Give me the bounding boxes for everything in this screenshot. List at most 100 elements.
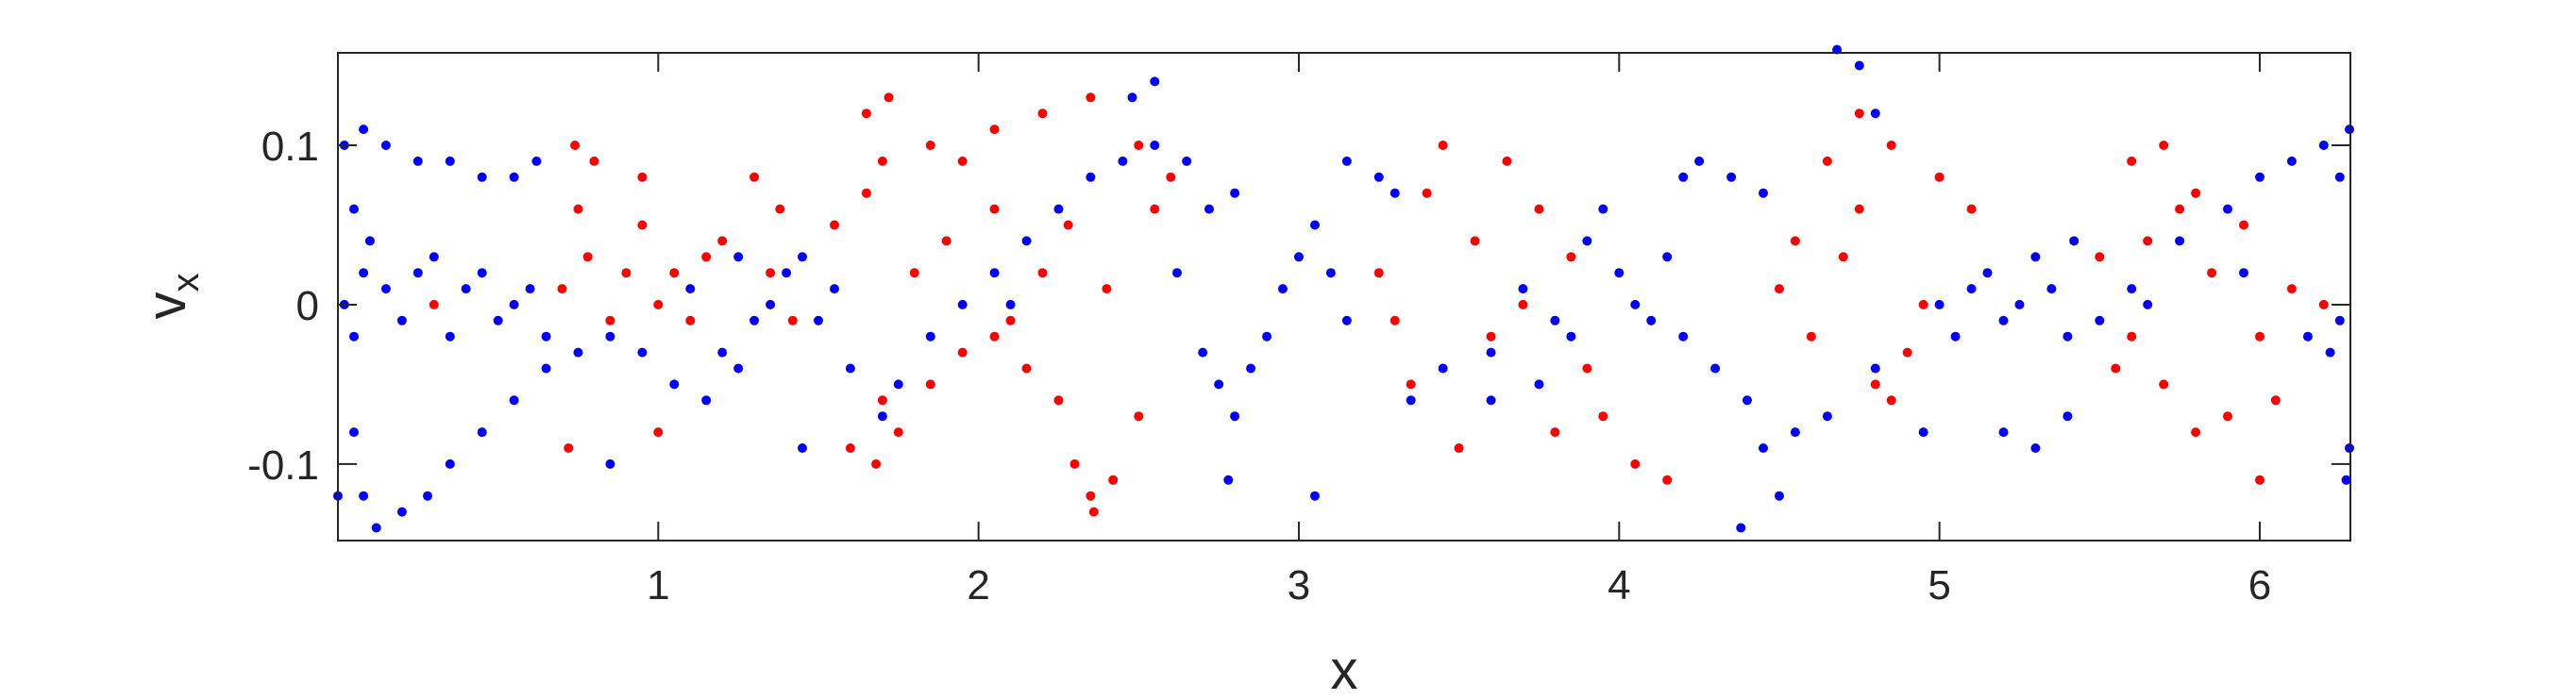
- data-point: [1341, 156, 1352, 166]
- data-point: [845, 443, 855, 453]
- y-axis-label-main: v: [136, 292, 197, 320]
- data-point: [2325, 347, 2335, 358]
- data-point: [1053, 395, 1064, 406]
- x-axis-ticks: 1 2 3 4 5 6: [647, 53, 2271, 608]
- data-point: [589, 156, 599, 166]
- data-point: [1230, 411, 1240, 422]
- data-point: [653, 427, 664, 438]
- data-point: [1710, 363, 1721, 374]
- data-point: [957, 347, 968, 358]
- data-point: [637, 220, 648, 230]
- data-point: [1534, 379, 1544, 390]
- data-point: [749, 315, 760, 325]
- data-point: [1518, 299, 1528, 309]
- data-point: [2286, 156, 2297, 166]
- data-point: [2111, 363, 2121, 374]
- data-point: [380, 141, 391, 150]
- data-point: [685, 315, 696, 325]
- data-point: [412, 268, 423, 278]
- data-point: [582, 252, 593, 262]
- data-point: [1118, 156, 1128, 166]
- data-point: [2014, 299, 2025, 309]
- data-point: [2175, 204, 2185, 214]
- y-axis-label: vx: [136, 274, 207, 320]
- x-tick-label: 3: [1288, 562, 1310, 608]
- data-point: [1486, 331, 1496, 342]
- data-point: [1310, 220, 1320, 230]
- data-point: [1230, 188, 1240, 198]
- data-point: [477, 268, 487, 278]
- data-point: [509, 299, 519, 309]
- data-point: [1310, 491, 1320, 501]
- data-point: [1053, 204, 1064, 214]
- data-point: [1902, 347, 1912, 358]
- data-point: [989, 268, 1000, 278]
- data-point: [1021, 236, 1032, 246]
- data-point: [1278, 284, 1288, 294]
- data-point: [1150, 76, 1160, 87]
- data-point: [2270, 395, 2281, 406]
- x-tick-label: 5: [1928, 562, 1950, 608]
- data-point: [2286, 284, 2297, 294]
- data-point: [1088, 507, 1099, 517]
- data-point: [1294, 252, 1304, 262]
- data-point: [1406, 379, 1416, 390]
- plot-frame: [337, 52, 2351, 542]
- data-point: [989, 331, 1000, 342]
- data-point: [1822, 156, 1832, 166]
- data-point: [1166, 172, 1176, 182]
- data-point: [1726, 172, 1737, 182]
- data-point: [1486, 395, 1496, 406]
- data-point: [877, 395, 887, 406]
- data-point: [1854, 108, 1864, 119]
- data-point: [1982, 268, 1993, 278]
- data-point: [2223, 204, 2232, 214]
- data-point: [1069, 458, 1080, 469]
- data-point: [2030, 443, 2041, 453]
- data-point: [637, 347, 648, 358]
- data-point: [1775, 491, 1784, 501]
- data-point: [1870, 363, 1880, 374]
- x-tick-label: 6: [2248, 562, 2271, 608]
- data-point: [1406, 395, 1416, 406]
- data-point: [1214, 379, 1224, 390]
- data-point: [1150, 204, 1160, 214]
- data-point: [830, 284, 839, 294]
- data-point: [830, 220, 839, 230]
- data-point: [1998, 427, 2009, 438]
- data-point: [637, 172, 648, 182]
- data-point: [359, 268, 369, 278]
- data-point: [1743, 395, 1752, 406]
- data-point: [766, 299, 776, 309]
- data-point: [701, 395, 712, 406]
- data-point: [1389, 315, 1400, 325]
- y-axis-ticks: -0.1 0 0.1: [247, 124, 2350, 489]
- data-point: [1438, 141, 1448, 150]
- data-point: [564, 443, 574, 453]
- data-point: [1886, 141, 1896, 150]
- data-point: [2318, 141, 2329, 150]
- data-point: [1790, 427, 1800, 438]
- data-point: [1998, 315, 2009, 325]
- data-point: [1262, 331, 1272, 342]
- data-point: [1854, 60, 1864, 71]
- data-point: [925, 379, 935, 390]
- data-point: [1005, 315, 1016, 325]
- data-point: [2143, 236, 2153, 246]
- data-point: [2302, 331, 2313, 342]
- data-point: [1678, 331, 1689, 342]
- data-point: [605, 315, 615, 325]
- data-point: [573, 204, 583, 214]
- data-point: [1102, 284, 1112, 294]
- data-point: [2239, 220, 2248, 230]
- data-point: [2191, 188, 2201, 198]
- data-point: [1223, 475, 1234, 485]
- data-point: [884, 92, 894, 103]
- data-point: [1934, 299, 1945, 309]
- data-point: [2191, 427, 2201, 438]
- data-point: [423, 491, 432, 501]
- data-point: [1550, 427, 1560, 438]
- data-point: [2062, 331, 2073, 342]
- data-point: [1086, 172, 1096, 182]
- data-point: [2318, 299, 2329, 309]
